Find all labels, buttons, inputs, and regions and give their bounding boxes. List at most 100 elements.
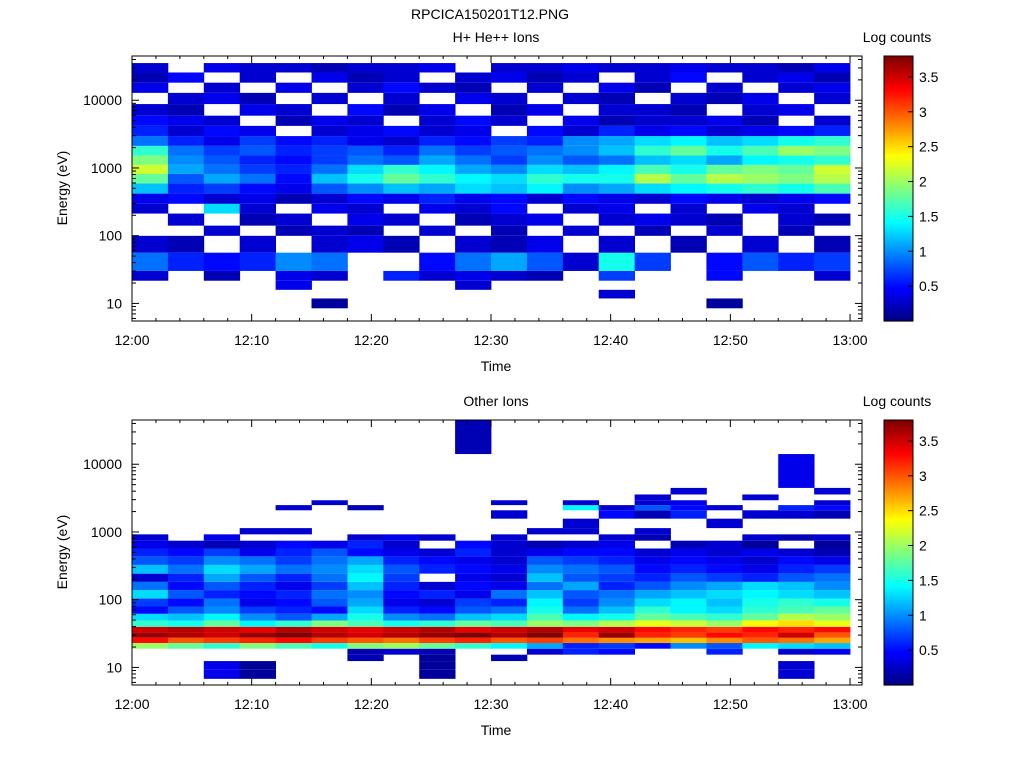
colorbar-segment (884, 217, 913, 221)
heatmap-cell (275, 598, 312, 607)
panel-bottom-title: Other Ions (463, 393, 528, 409)
heatmap-cell (311, 606, 348, 614)
colorbar-segment (884, 526, 913, 529)
heatmap-cell (562, 63, 600, 73)
heatmap-cell (742, 581, 779, 591)
heatmap-cell (598, 643, 636, 649)
heatmap-cell (778, 632, 815, 638)
heatmap-cell (275, 280, 312, 290)
heatmap-cell (419, 626, 456, 633)
panel-top-ylabel: Energy (eV) (54, 151, 70, 226)
heatmap-cell (132, 590, 169, 599)
heatmap-cell (132, 613, 169, 621)
heatmap-cell (347, 104, 384, 116)
heatmap-cell (347, 540, 384, 549)
colorbar-segment (884, 290, 913, 293)
heatmap-cell (455, 556, 492, 565)
heatmap-cell (491, 643, 528, 649)
heatmap-cell (347, 648, 384, 655)
heatmap-cell (814, 548, 851, 557)
colorbar-segment (884, 556, 913, 560)
heatmap-cell (598, 613, 636, 621)
colorbar-segment (884, 219, 913, 223)
heatmap-cell (778, 556, 815, 565)
heatmap-cell (706, 606, 743, 614)
heatmap-cell (491, 203, 528, 214)
heatmap-cell (132, 632, 169, 638)
heatmap-cell (347, 534, 384, 541)
colorbar-segment (884, 616, 913, 620)
panel-bottom-xlabel: Time (481, 722, 512, 738)
heatmap-cell (383, 164, 420, 174)
heatmap-cell (491, 598, 528, 607)
heatmap-cell (778, 72, 815, 83)
heatmap-cell (778, 598, 815, 607)
heatmap-cell (526, 125, 564, 137)
heatmap-cell (778, 173, 815, 184)
heatmap-cell (311, 235, 348, 253)
heatmap-cell (239, 590, 276, 599)
heatmap-cell (491, 556, 528, 565)
heatmap-cell (706, 213, 743, 226)
heatmap-cell (634, 606, 671, 614)
colorbar-segment (884, 448, 913, 452)
heatmap-cell (132, 598, 169, 607)
colorbar-segment (884, 468, 913, 472)
colorbar-segment (884, 190, 913, 194)
colorbar-segment (884, 296, 913, 300)
colorbar-segment (884, 62, 913, 66)
heatmap-cell (311, 540, 348, 549)
heatmap-cell (634, 136, 671, 146)
heatmap-cell (778, 505, 815, 511)
colorbar-tick-label: 1.5 (919, 208, 939, 224)
colorbar-segment (884, 75, 913, 79)
heatmap-cell (239, 556, 276, 565)
heatmap-cell (670, 92, 707, 105)
heatmap-cell (526, 590, 564, 599)
heatmap-cell (814, 82, 851, 93)
heatmap-cell (347, 115, 384, 126)
x-tick-label: 12:00 (114, 696, 149, 712)
heatmap-cell (526, 252, 564, 271)
heatmap-cell (347, 556, 384, 565)
colorbar-segment (884, 126, 913, 130)
panel-top: H+ He++ Ions Log counts 12:00 12:10 12:20 1… (54, 29, 939, 374)
colorbar-segment (884, 279, 913, 282)
heatmap-cell (778, 669, 815, 679)
heatmap-cell (814, 500, 851, 506)
heatmap-cell (239, 193, 276, 204)
heatmap-cell (598, 63, 636, 73)
heatmap-cell (778, 82, 815, 93)
heatmap-cell (598, 104, 636, 116)
heatmap-cell (455, 598, 492, 607)
heatmap-cell (742, 203, 779, 214)
heatmap-cell (670, 173, 707, 184)
heatmap-cell (742, 548, 779, 557)
heatmap-cell (311, 581, 348, 591)
colorbar-segment (884, 316, 913, 320)
heatmap-cell (562, 115, 600, 126)
heatmap-cell (167, 637, 205, 644)
heatmap-cell (778, 564, 815, 574)
heatmap-cell (562, 620, 600, 627)
heatmap-cell (347, 82, 384, 93)
heatmap-cell (275, 270, 312, 281)
x-tick-label: 12:40 (593, 696, 628, 712)
colorbar-segment (884, 428, 913, 432)
colorbar-segment (884, 514, 913, 518)
colorbar-segment (884, 142, 913, 145)
colorbar-segment (884, 654, 913, 657)
colorbar-segment (884, 601, 913, 604)
colorbar-segment (884, 245, 913, 249)
heatmap-cell (455, 637, 492, 644)
heatmap-cell (203, 590, 241, 599)
heatmap-cell (598, 235, 636, 253)
heatmap-cell (167, 125, 205, 137)
colorbar-segment (884, 488, 913, 492)
colorbar-segment (884, 67, 913, 70)
heatmap-cell (742, 643, 779, 649)
heatmap-cell (706, 505, 743, 511)
heatmap-cell (634, 164, 671, 174)
heatmap-cell (239, 626, 276, 633)
colorbar-segment (884, 592, 913, 596)
